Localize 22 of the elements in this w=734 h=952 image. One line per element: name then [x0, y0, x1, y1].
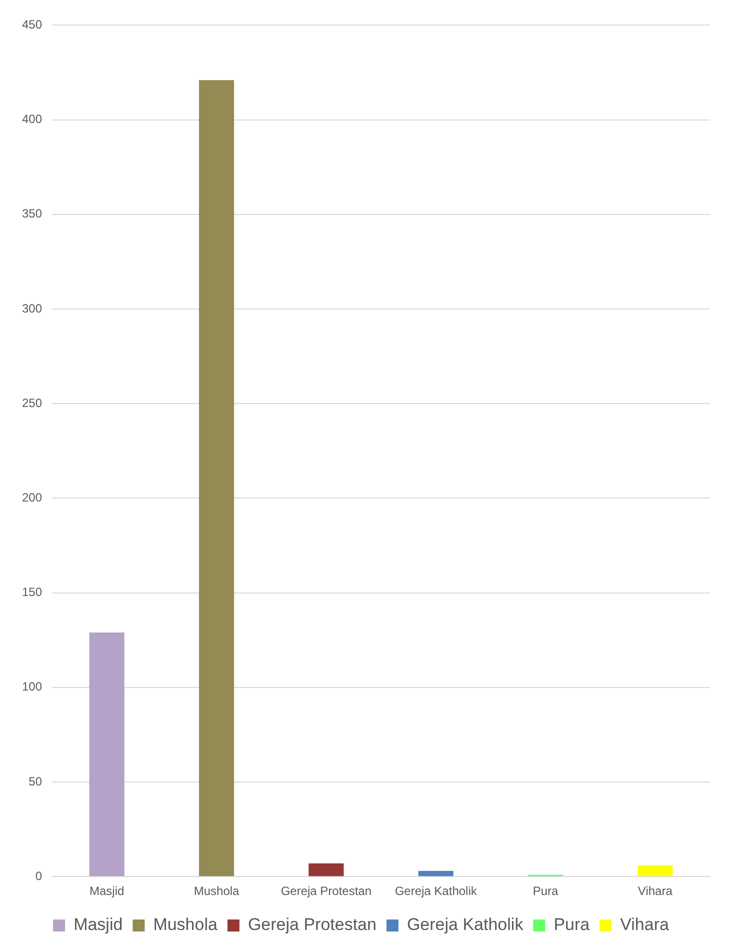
x-tick-label: Gereja Protestan	[280, 884, 372, 898]
legend-label: Gereja Protestan	[248, 915, 376, 934]
x-tick-label: Gereja Katholik	[394, 884, 478, 898]
x-tick-label: Mushola	[194, 884, 240, 898]
legend-label: Mushola	[153, 915, 218, 934]
y-tick-label: 400	[22, 112, 42, 126]
legend-label: Vihara	[620, 915, 670, 934]
y-tick-label: 350	[22, 206, 42, 221]
y-tick-label: 450	[22, 18, 42, 32]
y-tick-label: 200	[22, 490, 42, 505]
x-tick-label: Vihara	[638, 884, 673, 898]
x-tick-label: Masjid	[90, 884, 124, 898]
y-tick-label: 150	[22, 585, 42, 600]
x-tick-label: Pura	[532, 884, 558, 898]
y-tick-label: 50	[28, 774, 42, 788]
y-tick-label: 0	[35, 868, 42, 883]
legend-label: Gereja Katholik	[406, 915, 524, 934]
y-tick-label: 250	[22, 396, 42, 410]
y-tick-label: 300	[22, 301, 42, 316]
legend-label: Pura	[554, 915, 590, 934]
y-tick-label: 100	[22, 680, 42, 694]
legend-label: Masjid	[74, 915, 123, 934]
